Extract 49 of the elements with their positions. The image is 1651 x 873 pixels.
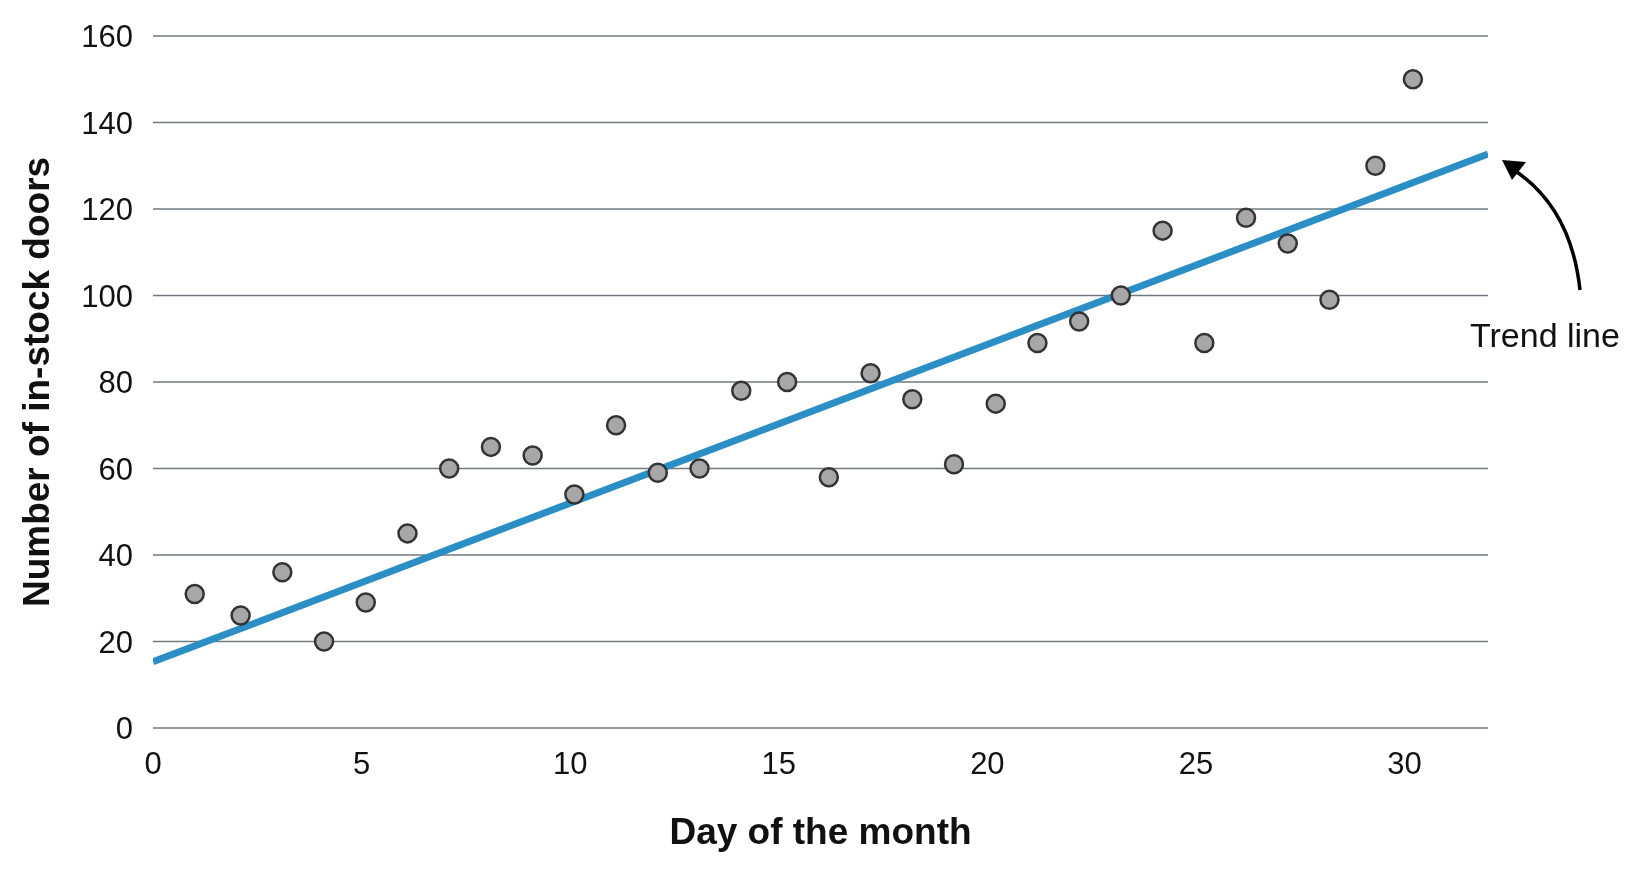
point bbox=[689, 458, 710, 479]
point bbox=[818, 466, 840, 488]
point bbox=[564, 484, 585, 505]
y-tick-label: 20 bbox=[98, 624, 133, 660]
y-tick-label: 160 bbox=[81, 19, 133, 55]
point bbox=[1110, 285, 1132, 306]
x-tick-label: 10 bbox=[552, 746, 588, 782]
point bbox=[397, 523, 418, 544]
point bbox=[1027, 332, 1048, 354]
point bbox=[355, 592, 377, 613]
y-tick-label: 0 bbox=[115, 711, 133, 747]
point bbox=[730, 380, 752, 401]
point bbox=[438, 458, 460, 479]
point bbox=[1277, 233, 1298, 254]
point bbox=[1402, 69, 1424, 90]
y-tick-label: 140 bbox=[81, 105, 133, 141]
x-axis-title: Day of the month bbox=[669, 811, 972, 852]
x-tick-label: 0 bbox=[144, 746, 162, 782]
point bbox=[605, 415, 627, 436]
point bbox=[860, 363, 881, 384]
point bbox=[313, 631, 335, 652]
point bbox=[1319, 289, 1340, 311]
point bbox=[943, 453, 965, 475]
point bbox=[985, 393, 1006, 414]
x-tick-label: 30 bbox=[1387, 746, 1422, 782]
x-tick-label: 5 bbox=[352, 746, 371, 782]
point bbox=[1235, 207, 1257, 228]
point bbox=[1068, 311, 1090, 332]
x-tick-label: 25 bbox=[1178, 746, 1214, 782]
x-tick-label: 15 bbox=[761, 746, 797, 782]
point bbox=[272, 562, 293, 583]
point bbox=[230, 605, 251, 626]
x-tick-label: 20 bbox=[970, 746, 1005, 782]
y-tick-label: 100 bbox=[81, 278, 133, 314]
point bbox=[776, 371, 798, 393]
point bbox=[1152, 220, 1173, 241]
point bbox=[902, 389, 923, 410]
point bbox=[1194, 332, 1215, 354]
y-tick-label: 120 bbox=[81, 192, 133, 228]
annotation: Trend line bbox=[1470, 316, 1620, 355]
point bbox=[480, 436, 502, 458]
y-axis-title: Number of in-stock doors bbox=[16, 156, 58, 608]
y-tick-label: 80 bbox=[98, 365, 133, 401]
y-tick-label: 60 bbox=[98, 451, 133, 487]
point bbox=[1365, 155, 1386, 176]
point bbox=[184, 583, 205, 605]
point bbox=[647, 462, 669, 484]
point bbox=[522, 445, 543, 466]
y-tick-label: 40 bbox=[98, 538, 133, 574]
